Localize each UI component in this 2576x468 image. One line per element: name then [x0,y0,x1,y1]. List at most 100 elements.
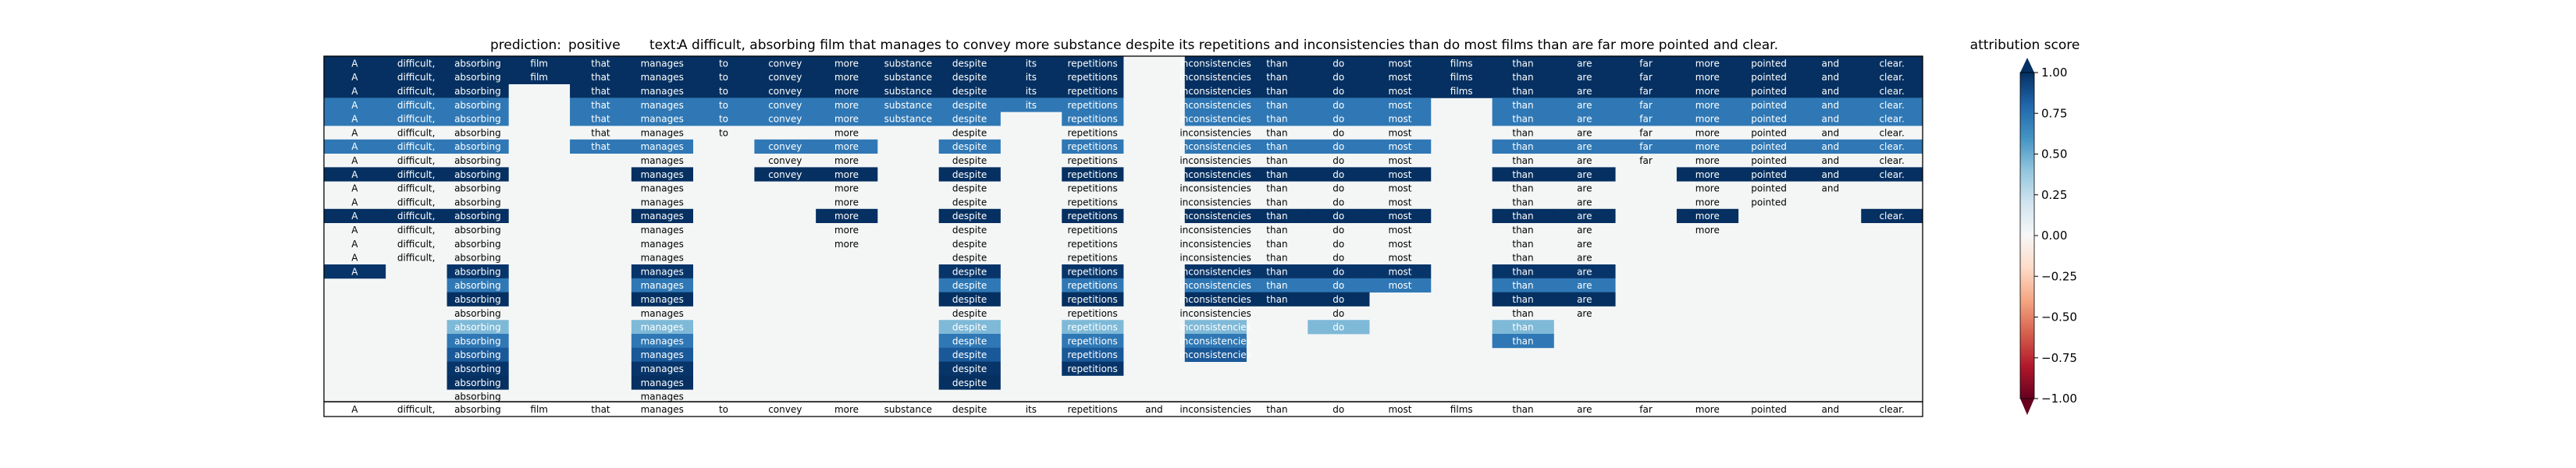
heatmap-cell-label: far [1639,141,1653,152]
heatmap-cell [447,347,509,362]
heatmap-cell-label: more [1695,225,1720,236]
heatmap-cell-label: than [1512,169,1533,180]
heatmap-cell-label: clear. [1879,169,1904,180]
heatmap-cell [1184,208,1247,223]
heatmap-cell [1492,98,1554,112]
heatmap-cell [447,320,509,335]
heatmap-cell [508,69,571,84]
heatmap-cell-label: inconsistencies [1179,253,1251,264]
heatmap-cell [324,69,386,84]
heatmap-cell-label: repetitions [1067,183,1117,194]
heatmap-cell [447,375,509,390]
heatmap-cell-label: to [719,100,728,111]
heatmap-cell-label: inconsistencies [1179,308,1251,319]
heatmap-cell-label: repetitions [1067,280,1117,291]
heatmap-cell [938,264,1001,279]
heatmap-cell [877,69,940,84]
heatmap-cell-label: pointed [1751,197,1787,207]
original-text-token: to [719,404,728,415]
heatmap-cell-label: do [1332,58,1344,69]
heatmap-cell [1861,69,1923,84]
heatmap-cell [1184,83,1247,98]
heatmap-cell-label: despite [952,211,987,222]
heatmap-cell-label: inconsistencies [1179,211,1251,222]
heatmap-cell [631,98,694,112]
heatmap-cell [1000,56,1062,71]
heatmap-cell-label: manages [641,127,684,138]
heatmap-cell [1184,98,1247,112]
heatmap-cell-label: and [1822,141,1840,152]
heatmap-cell-label: convey [768,100,802,111]
heatmap-cell-label: convey [768,72,802,83]
heatmap-cell-label: inconsistencies [1179,225,1251,236]
heatmap-cell-label: convey [768,58,802,69]
heatmap-cell [570,56,632,71]
heatmap-cell-label: clear. [1879,127,1904,138]
heatmap-cell-label: than [1512,225,1533,236]
heatmap-cell-label: do [1332,169,1344,180]
heatmap-cell [1676,208,1739,223]
heatmap-cell-label: films [1450,72,1473,83]
heatmap-cell [1676,167,1739,182]
heatmap-cell-label: than [1512,155,1533,166]
heatmap-cell [938,292,1001,307]
heatmap-cell-label: repetitions [1067,100,1117,111]
heatmap-cell [631,375,694,390]
heatmap-cell [1308,167,1370,182]
heatmap-cell-label: substance [884,72,932,83]
heatmap-cell-label: far [1639,100,1653,111]
heatmap-cell-label: despite [952,155,987,166]
heatmap-cell [1246,98,1308,112]
heatmap-cell-label: than [1266,266,1287,277]
heatmap-cell-label: than [1266,127,1287,138]
heatmap-cell [570,69,632,84]
heatmap-cell-label: more [834,183,859,194]
heatmap-cell-label: do [1332,72,1344,83]
heatmap-cell-label: do [1332,294,1344,305]
heatmap-cell-label: absorbing [454,114,501,125]
heatmap-cell [1492,264,1554,279]
heatmap-cell-label: are [1577,155,1592,166]
heatmap-cell [1553,292,1616,307]
heatmap-cell [1184,139,1247,154]
heatmap-cell-label: more [1695,100,1720,111]
heatmap-cell-label: more [834,86,859,97]
heatmap-cell-label: than [1266,197,1287,207]
heatmap-cell-label: do [1332,239,1344,250]
heatmap-cell [1492,69,1554,84]
heatmap-cell-label: are [1577,183,1592,194]
heatmap-cell-label: pointed [1751,100,1787,111]
heatmap-cell [447,83,509,98]
heatmap-cell-label: most [1388,58,1411,69]
heatmap-cell [1430,69,1493,84]
heatmap-cell-label: clear. [1879,155,1904,166]
heatmap-cell [1062,361,1124,376]
heatmap-cell [816,83,878,98]
heatmap-cell-label: that [591,114,610,125]
heatmap-cell-label: A [351,211,358,222]
original-text-token: do [1332,404,1344,415]
heatmap-cell [1062,208,1124,223]
heatmap-cell-label: repetitions [1067,141,1117,152]
colorbar-tick-label: −0.25 [2041,269,2077,283]
heatmap-cell-label: repetitions [1067,294,1117,305]
heatmap-cell [447,56,509,71]
heatmap-cell [385,83,447,98]
heatmap-cell [877,112,940,126]
heatmap-cell-label: do [1332,211,1344,222]
heatmap-cell [1369,208,1432,223]
heatmap-cell [631,361,694,376]
heatmap-cell-label: are [1577,225,1592,236]
heatmap-cell-label: manages [641,155,684,166]
heatmap-cell-label: more [834,100,859,111]
heatmap-cell-label: manages [641,322,684,333]
heatmap-cell [1430,83,1493,98]
heatmap-cell-label: most [1388,253,1411,264]
heatmap-cell-label: more [1695,58,1720,69]
heatmap-cell [1184,347,1247,362]
heatmap-cell-label: more [1695,169,1720,180]
heatmap-cell [508,56,571,71]
heatmap-cell [938,347,1001,362]
original-text-token: absorbing [454,404,501,415]
heatmap-cell [1246,56,1308,71]
